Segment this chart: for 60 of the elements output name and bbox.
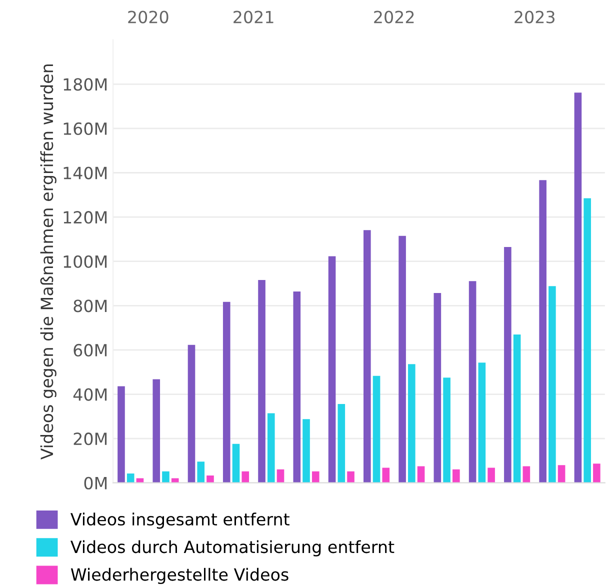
bar [328,256,336,483]
y-tick-label: 180M [64,78,107,91]
bar [452,469,460,483]
bar [136,478,144,483]
y-tick-label: 40M [73,388,107,401]
bar [382,468,390,483]
bar [171,478,179,483]
bar [206,476,214,483]
y-tick-label: 20M [74,432,107,446]
bar [408,364,416,483]
text: 2021 [234,10,274,24]
bar [558,465,566,483]
bar [302,419,310,483]
y-tick-label: 100M [64,255,107,268]
bar [443,378,450,483]
bar [118,386,125,483]
bar [162,471,170,483]
y-tick-label: 160M [64,122,107,136]
y-axis-title: Videos gegen die Maßnahmen ergriffen wurden [40,64,56,460]
bar [434,293,442,483]
bar [364,230,371,483]
bar [372,376,380,483]
bar [293,291,301,483]
bar [152,379,160,483]
bar [242,471,250,483]
bar [222,302,230,483]
text: 2022 [374,10,414,24]
legend-label: Videos durch Automatisierung entfernt [70,540,394,556]
bar [504,246,512,483]
legend-label: Wiederhergestellte Videos [70,568,288,584]
bar [338,404,346,483]
legend-label: Videos insgesamt entfernt [70,512,290,529]
bar [539,180,546,483]
bar [522,466,530,483]
bar [593,464,600,483]
bar [574,92,582,483]
text: 2020 [128,10,168,24]
bar [267,413,275,483]
bar [312,471,320,483]
bar [258,280,266,483]
y-tick-label: 120M [64,211,107,224]
bar [468,281,476,483]
bar [197,462,205,483]
y-tick-label: 0M [84,476,107,490]
bar [548,286,556,483]
bar [347,471,354,483]
text: 2023 [514,10,554,24]
bar [232,444,240,483]
y-tick-label: 80M [74,300,107,312]
bar [584,198,591,483]
bar [417,466,425,483]
y-tick-label: 60M [74,344,107,357]
bar [188,344,196,483]
bar [513,334,521,483]
y-tick-label: 140M [64,166,107,180]
bar [478,362,486,483]
bar [488,468,495,483]
bar [126,474,134,483]
bar [276,469,284,483]
bar [398,236,406,483]
